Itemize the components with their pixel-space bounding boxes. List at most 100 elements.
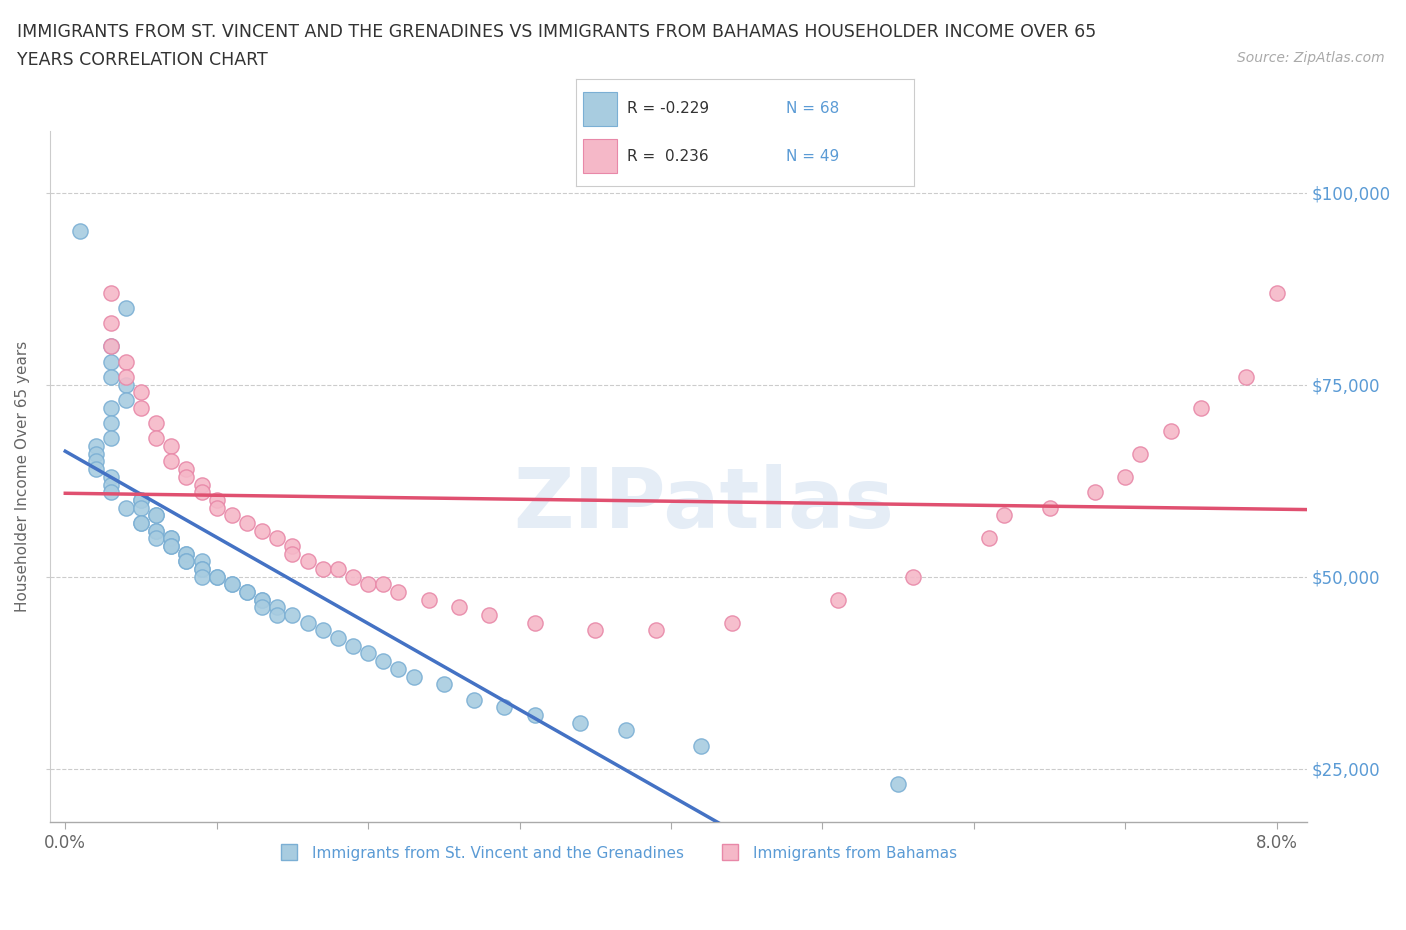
Text: IMMIGRANTS FROM ST. VINCENT AND THE GRENADINES VS IMMIGRANTS FROM BAHAMAS HOUSEH: IMMIGRANTS FROM ST. VINCENT AND THE GREN…: [17, 23, 1097, 41]
Point: [236, 585, 259, 600]
Y-axis label: Householder Income Over 65 years: Householder Income Over 65 years: [15, 341, 30, 613]
Point: [145, 531, 167, 546]
Point: [1129, 446, 1152, 461]
Point: [250, 600, 273, 615]
Point: [827, 592, 849, 607]
Text: YEARS CORRELATION CHART: YEARS CORRELATION CHART: [17, 51, 267, 69]
Point: [100, 339, 122, 353]
Point: [160, 531, 183, 546]
Point: [129, 493, 152, 508]
Point: [614, 723, 637, 737]
Point: [100, 400, 122, 415]
Point: [176, 546, 198, 561]
Point: [1236, 369, 1258, 384]
Point: [221, 508, 243, 523]
Point: [100, 316, 122, 331]
Point: [281, 607, 304, 622]
Point: [236, 515, 259, 530]
Point: [523, 708, 546, 723]
Point: [145, 508, 167, 523]
Point: [129, 385, 152, 400]
Point: [190, 485, 212, 499]
Point: [281, 538, 304, 553]
Point: [129, 493, 152, 508]
Point: [342, 569, 364, 584]
Point: [993, 508, 1015, 523]
Point: [115, 369, 138, 384]
Point: [100, 354, 122, 369]
Point: [357, 577, 380, 591]
Point: [145, 508, 167, 523]
Point: [160, 531, 183, 546]
Point: [342, 638, 364, 653]
Point: [205, 500, 228, 515]
Point: [266, 531, 288, 546]
Point: [129, 515, 152, 530]
Point: [297, 616, 319, 631]
Point: [887, 777, 910, 791]
Point: [205, 493, 228, 508]
Text: Source: ZipAtlas.com: Source: ZipAtlas.com: [1237, 51, 1385, 65]
Point: [100, 339, 122, 353]
Point: [160, 439, 183, 454]
Point: [176, 554, 198, 569]
Point: [100, 470, 122, 485]
Point: [100, 416, 122, 431]
Point: [190, 562, 212, 577]
Point: [250, 592, 273, 607]
Point: [115, 354, 138, 369]
Point: [100, 477, 122, 492]
Point: [176, 461, 198, 476]
Text: N = 49: N = 49: [786, 149, 839, 164]
Point: [1114, 470, 1136, 485]
Text: N = 68: N = 68: [786, 101, 839, 116]
Point: [129, 500, 152, 515]
Point: [129, 515, 152, 530]
Point: [433, 677, 456, 692]
Point: [236, 585, 259, 600]
Point: [1160, 423, 1182, 438]
Legend: Immigrants from St. Vincent and the Grenadines, Immigrants from Bahamas: Immigrants from St. Vincent and the Gren…: [269, 840, 963, 867]
Point: [266, 607, 288, 622]
Point: [100, 485, 122, 499]
Point: [205, 569, 228, 584]
Point: [523, 616, 546, 631]
Point: [176, 546, 198, 561]
Point: [281, 546, 304, 561]
Point: [190, 569, 212, 584]
Point: [387, 585, 409, 600]
Point: [1039, 500, 1062, 515]
Point: [312, 623, 335, 638]
Point: [297, 554, 319, 569]
Point: [205, 569, 228, 584]
Point: [326, 631, 349, 645]
Point: [720, 616, 742, 631]
Point: [129, 400, 152, 415]
Point: [84, 446, 107, 461]
Point: [145, 416, 167, 431]
Text: ZIPatlas: ZIPatlas: [513, 464, 894, 545]
Point: [690, 738, 713, 753]
Point: [160, 454, 183, 469]
Point: [160, 538, 183, 553]
Bar: [583, 139, 617, 173]
Point: [1265, 286, 1288, 300]
Point: [644, 623, 666, 638]
Point: [100, 286, 122, 300]
Point: [190, 554, 212, 569]
Point: [115, 300, 138, 315]
Point: [250, 592, 273, 607]
Point: [115, 392, 138, 407]
Point: [84, 454, 107, 469]
Point: [569, 715, 592, 730]
Point: [84, 439, 107, 454]
Point: [250, 524, 273, 538]
Point: [903, 569, 925, 584]
Text: R =  0.236: R = 0.236: [627, 149, 709, 164]
Point: [145, 431, 167, 445]
Point: [100, 431, 122, 445]
Point: [977, 531, 1000, 546]
Point: [266, 600, 288, 615]
Point: [176, 554, 198, 569]
Point: [176, 470, 198, 485]
